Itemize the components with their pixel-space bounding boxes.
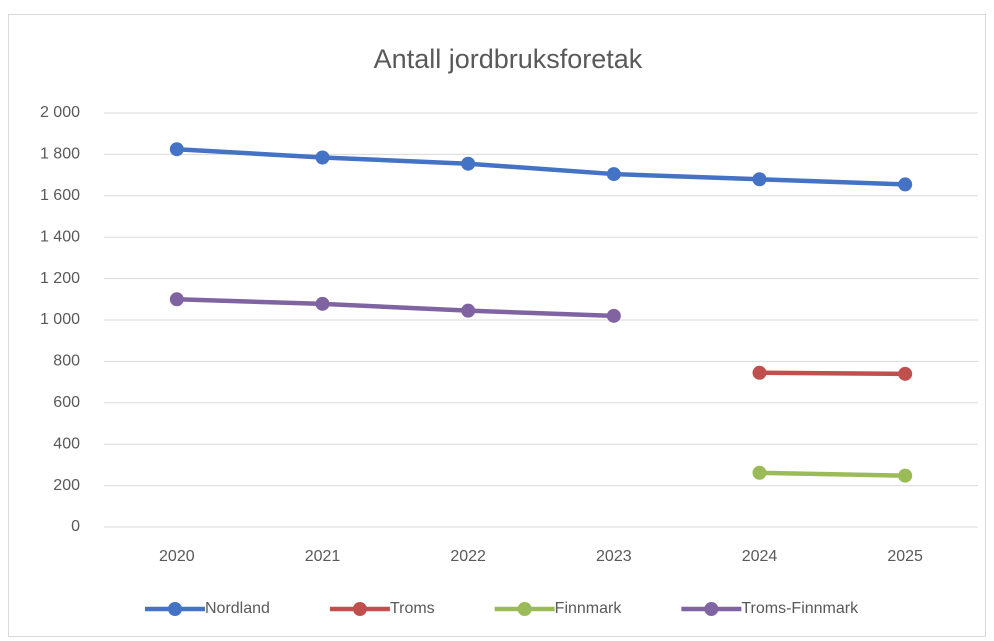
- y-tick-label: 1 400: [40, 228, 80, 245]
- series-line: [174, 146, 908, 187]
- legend-label: Finnmark: [555, 600, 623, 617]
- legend-label: Nordland: [205, 600, 270, 617]
- data-point: [752, 465, 767, 480]
- y-tick-label: 800: [53, 353, 80, 370]
- y-tick-label: 1 600: [40, 187, 80, 204]
- legend-marker: [704, 602, 719, 616]
- data-point: [315, 150, 330, 165]
- legend-label: Troms-Finnmark: [741, 600, 859, 617]
- data-point: [898, 468, 913, 483]
- data-point: [898, 177, 913, 192]
- data-point: [898, 366, 913, 381]
- x-tick-label: 2025: [887, 548, 923, 565]
- y-tick-label: 400: [53, 435, 80, 452]
- legend-label: Troms: [390, 600, 435, 617]
- legend-marker: [352, 602, 367, 616]
- chart-border: [8, 14, 986, 637]
- x-tick-label: 2024: [742, 548, 778, 565]
- data-point: [752, 172, 767, 187]
- y-tick-label: 0: [71, 518, 80, 535]
- data-point: [606, 308, 621, 323]
- legend-marker: [168, 602, 182, 616]
- x-tick-label: 2022: [450, 548, 486, 565]
- data-point: [461, 303, 476, 318]
- y-tick-label: 1 000: [40, 311, 80, 328]
- y-tick-label: 600: [53, 394, 80, 411]
- data-point: [169, 292, 184, 307]
- data-point: [315, 296, 330, 311]
- y-tick-label: 2 000: [40, 104, 80, 121]
- y-tick-label: 200: [53, 477, 80, 494]
- data-point: [169, 142, 184, 157]
- data-point: [752, 365, 767, 380]
- series-line: [174, 297, 617, 319]
- x-tick-label: 2021: [305, 548, 341, 565]
- series-line: [757, 370, 908, 377]
- y-tick-label: 1 200: [40, 270, 80, 287]
- y-tick-label: 1 800: [40, 146, 80, 163]
- data-point: [606, 167, 621, 182]
- data-point: [461, 156, 476, 171]
- x-tick-label: 2020: [159, 548, 195, 565]
- legend-marker: [517, 602, 532, 616]
- chart-title: Antall jordbruksforetak: [374, 44, 643, 74]
- x-tick-label: 2023: [596, 548, 632, 565]
- series-line: [757, 470, 908, 478]
